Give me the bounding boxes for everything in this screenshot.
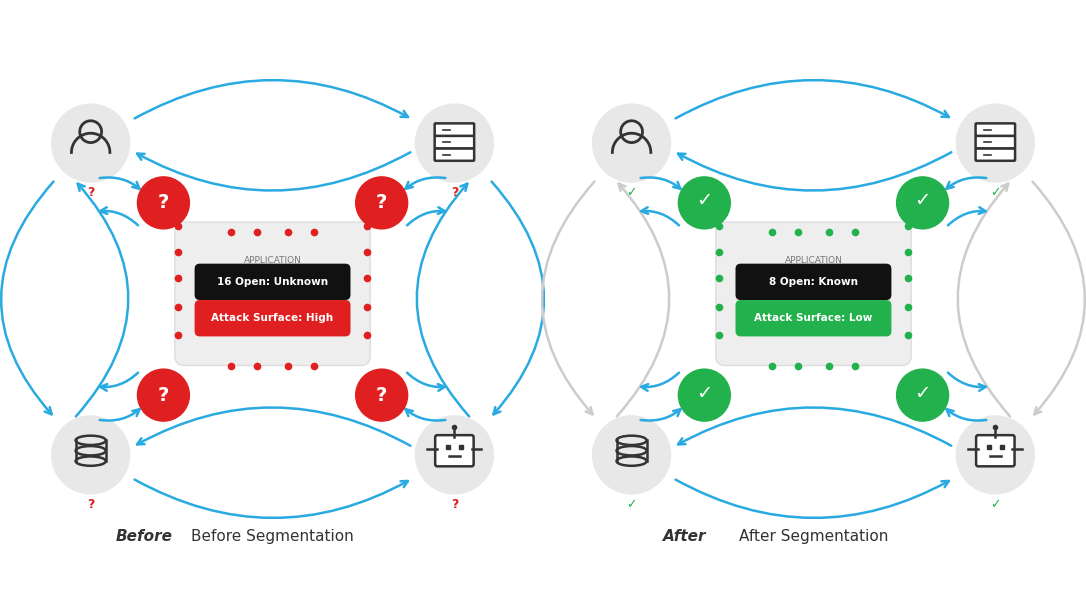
Circle shape [138,177,189,229]
Text: ?: ? [451,186,458,199]
Circle shape [957,104,1034,182]
Circle shape [416,416,493,494]
Circle shape [593,104,670,182]
Text: APPLICATION: APPLICATION [243,255,302,264]
FancyBboxPatch shape [976,435,1014,466]
Text: Before: Before [116,529,173,545]
Text: ?: ? [376,193,388,212]
Text: APPLICATION: APPLICATION [784,255,843,264]
FancyBboxPatch shape [175,222,370,365]
Circle shape [356,177,407,229]
Text: ✓: ✓ [914,191,931,210]
FancyBboxPatch shape [735,300,892,337]
FancyBboxPatch shape [194,300,351,337]
Text: ?: ? [87,186,94,199]
Text: Attack Surface: Low: Attack Surface: Low [755,313,873,324]
Text: After: After [664,529,707,545]
Circle shape [679,177,730,229]
FancyBboxPatch shape [435,435,473,466]
Text: ✓: ✓ [696,383,712,402]
Text: ✓: ✓ [990,186,1000,199]
Text: ?: ? [157,193,169,212]
Circle shape [52,104,129,182]
Circle shape [897,177,948,229]
Text: ?: ? [376,386,388,405]
FancyBboxPatch shape [716,222,911,365]
Text: ✓: ✓ [627,498,636,511]
FancyBboxPatch shape [434,136,475,148]
Circle shape [52,416,129,494]
Circle shape [957,416,1034,494]
FancyBboxPatch shape [975,123,1015,136]
Text: ?: ? [87,498,94,511]
Text: ✓: ✓ [990,498,1000,511]
Circle shape [416,104,493,182]
FancyBboxPatch shape [975,148,1015,161]
Circle shape [679,369,730,421]
Text: Attack Surface: High: Attack Surface: High [212,313,333,324]
Text: 16 Open: Unknown: 16 Open: Unknown [217,277,328,287]
Text: After Segmentation: After Segmentation [738,529,888,545]
Circle shape [356,369,407,421]
FancyBboxPatch shape [194,264,351,300]
Text: ?: ? [157,386,169,405]
Circle shape [138,369,189,421]
Text: ✓: ✓ [914,383,931,402]
Text: ✓: ✓ [627,186,636,199]
Circle shape [593,416,670,494]
FancyBboxPatch shape [735,264,892,300]
Text: Before Segmentation: Before Segmentation [191,529,354,545]
FancyBboxPatch shape [975,136,1015,148]
FancyBboxPatch shape [434,148,475,161]
Text: 8 Open: Known: 8 Open: Known [769,277,858,287]
Circle shape [897,369,948,421]
Text: ✓: ✓ [696,191,712,210]
Text: ?: ? [451,498,458,511]
FancyBboxPatch shape [434,123,475,136]
